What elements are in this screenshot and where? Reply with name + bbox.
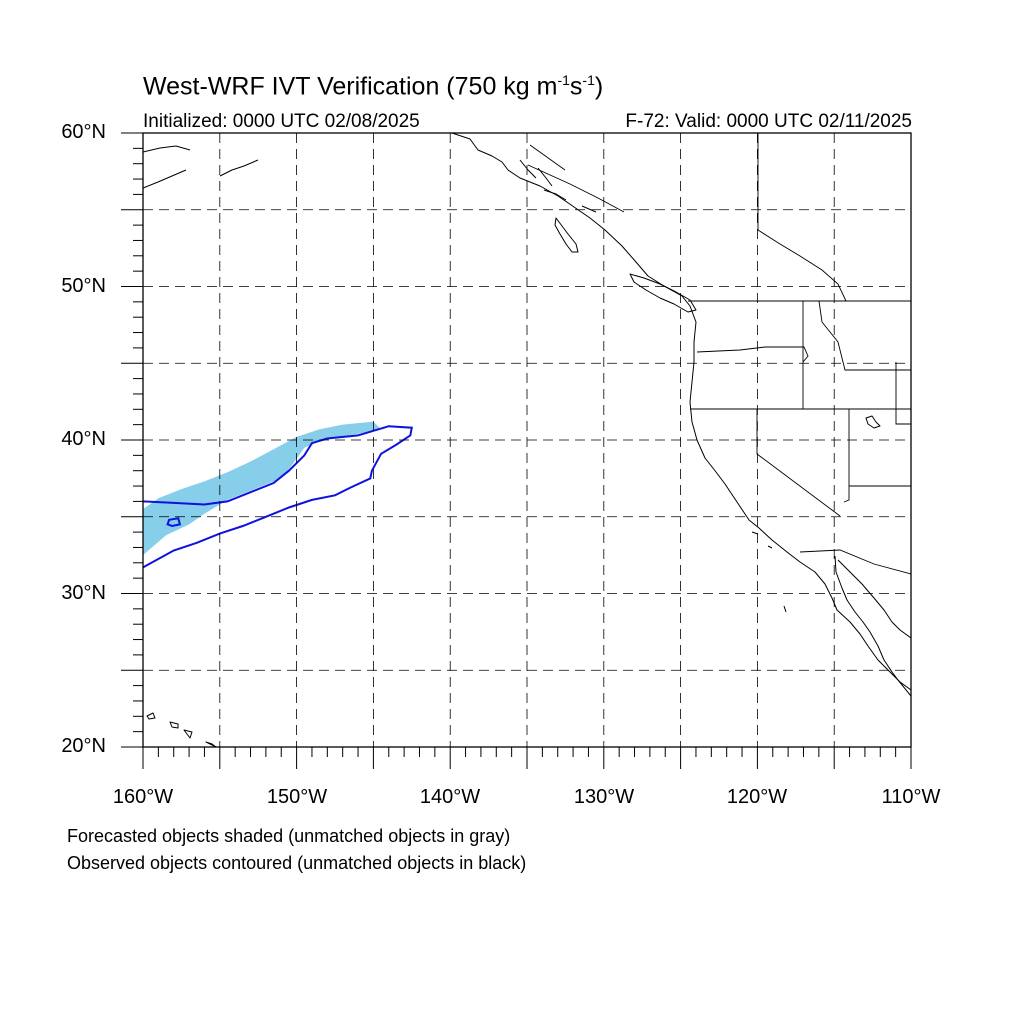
montana-idaho-border [818, 300, 911, 371]
california-nevada-border [756, 409, 841, 517]
nevada-utah-border [843, 409, 850, 503]
graticule-grid [143, 133, 911, 747]
north-america-coastline [451, 133, 911, 691]
forecast-valid-time-label: F-72: Valid: 0000 UTC 02/11/2025 [625, 111, 912, 132]
alaska-panhandle-islands [519, 159, 597, 213]
vancouver-island [629, 273, 697, 313]
wyoming-border [895, 362, 911, 425]
initialized-time-label: Initialized: 0000 UTC 02/08/2025 [143, 111, 420, 132]
alaska-canada-border [527, 164, 625, 213]
great-salt-lake [865, 415, 881, 429]
washington-oregon-border [696, 346, 809, 363]
canada-provinces-border [529, 133, 847, 302]
gulf-of-california-coastline [837, 559, 911, 639]
haida-gwaii-island [554, 217, 579, 253]
lat-label-30n: 30°N [61, 582, 106, 604]
lat-label-20n: 20°N [61, 735, 106, 757]
aleutian-islands [143, 145, 259, 189]
forecast-object-shaded [143, 421, 382, 556]
figure-title: West-WRF IVT Verification (750 kg m-1s-1… [143, 72, 604, 101]
map-frame [142, 132, 912, 748]
lon-label-150w: 150°W [266, 786, 328, 808]
hawaiian-islands [146, 712, 217, 747]
forecast-objects-note: Forecasted objects shaded (unmatched obj… [67, 826, 511, 846]
lat-label-40n: 40°N [61, 428, 106, 450]
lon-label-160w: 160°W [112, 786, 174, 808]
lon-label-110w: 110°W [881, 786, 941, 808]
us-mexico-border [799, 549, 911, 575]
observed-objects-note: Observed objects contoured (unmatched ob… [67, 853, 527, 873]
baja-california-coastline [834, 555, 911, 697]
axis-ticks [121, 132, 912, 769]
lat-label-60n: 60°N [61, 121, 106, 143]
lon-label-120w: 120°W [726, 786, 788, 808]
lon-label-130w: 130°W [573, 786, 635, 808]
lon-label-140w: 140°W [419, 786, 481, 808]
observed-small-object-contour [166, 517, 182, 528]
lat-label-50n: 50°N [61, 275, 106, 297]
